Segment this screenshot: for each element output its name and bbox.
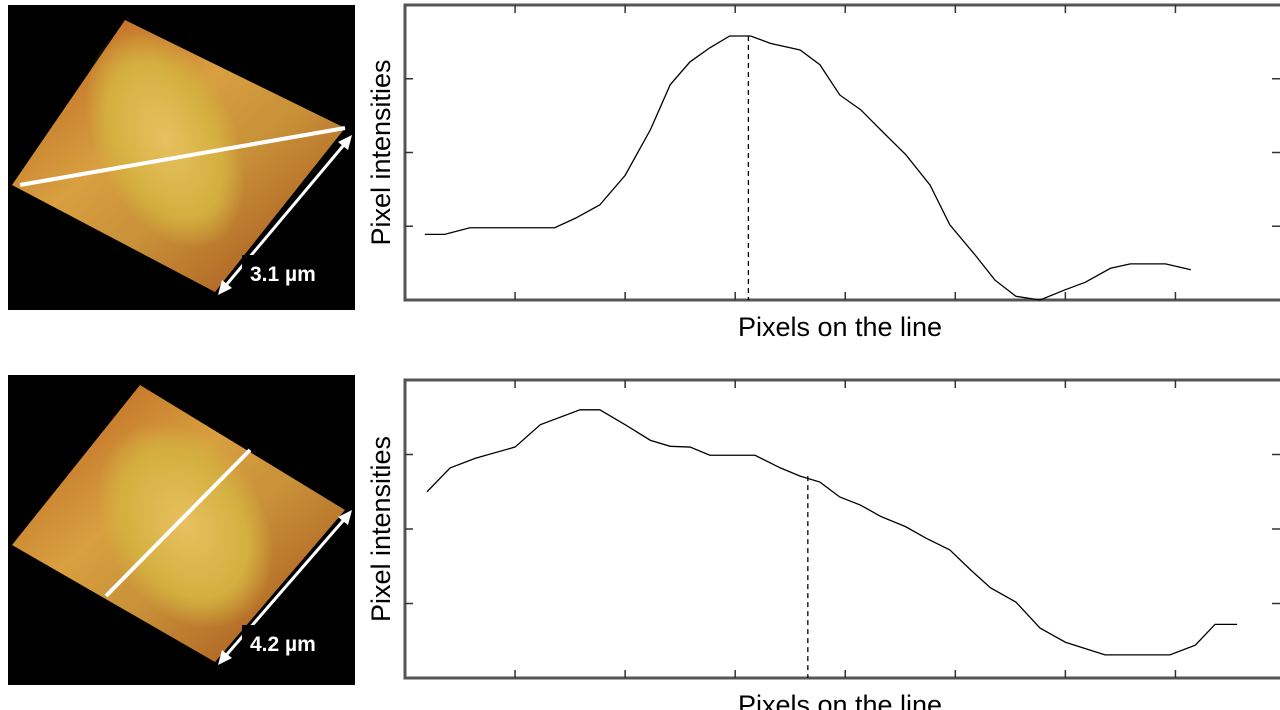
profile-line [104, 448, 252, 598]
y-axis-title: Pixel intensities [366, 436, 396, 622]
profile-line [19, 126, 346, 187]
y-axis-title: Pixel intensities [366, 59, 396, 245]
label-box [242, 625, 354, 663]
x-axis-title: Pixels on the line [738, 690, 942, 710]
profile-curve [424, 35, 1191, 301]
arrow-head [338, 135, 352, 150]
plot-frame [403, 3, 1280, 302]
image-label: 4.2 µm [250, 633, 316, 656]
profile-curve [426, 409, 1238, 656]
arrow-head [218, 650, 232, 665]
x-axis-title: Pixels on the line [738, 312, 942, 342]
afm-cell [85, 31, 245, 249]
plot-frame [403, 378, 1280, 680]
image-label: 3.1 µm [250, 263, 316, 286]
label-box [242, 255, 354, 293]
arrow-head [338, 510, 352, 525]
arrow-head [218, 280, 232, 295]
